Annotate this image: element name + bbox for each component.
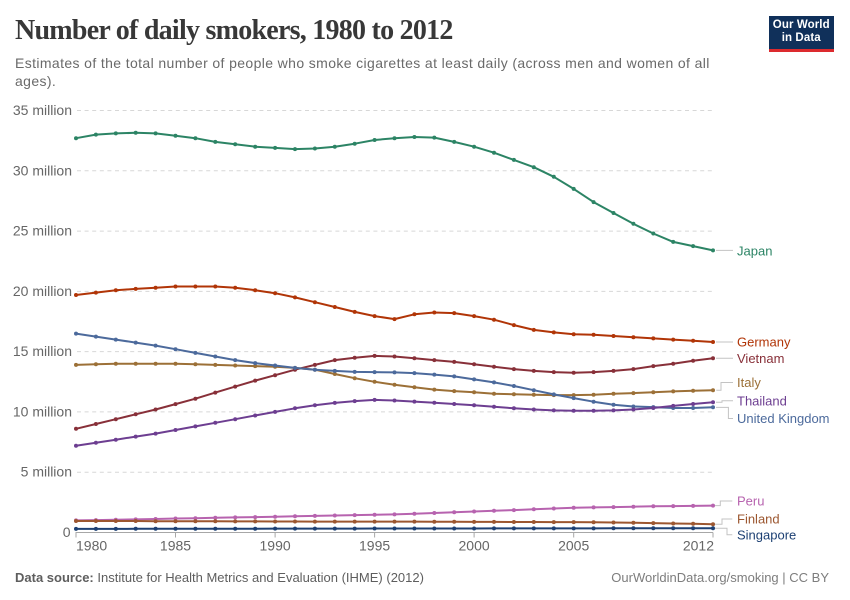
svg-text:1995: 1995 <box>359 538 390 554</box>
svg-text:Germany: Germany <box>737 335 791 350</box>
svg-text:2005: 2005 <box>558 538 589 554</box>
svg-text:0: 0 <box>63 524 71 540</box>
svg-text:20 million: 20 million <box>13 283 72 299</box>
svg-text:1990: 1990 <box>260 538 291 554</box>
svg-text:Thailand: Thailand <box>737 393 787 408</box>
svg-text:1985: 1985 <box>160 538 191 554</box>
svg-text:Peru: Peru <box>737 494 764 509</box>
svg-text:2000: 2000 <box>459 538 490 554</box>
svg-text:15 million: 15 million <box>13 343 72 359</box>
svg-text:United Kingdom: United Kingdom <box>737 411 830 426</box>
svg-text:Finland: Finland <box>737 512 780 527</box>
svg-text:30 million: 30 million <box>13 162 72 178</box>
svg-text:Japan: Japan <box>737 244 772 259</box>
svg-text:Singapore: Singapore <box>737 527 796 542</box>
svg-text:25 million: 25 million <box>13 223 72 239</box>
svg-text:Vietnam: Vietnam <box>737 351 784 366</box>
svg-text:35 million: 35 million <box>13 102 72 118</box>
svg-text:5 million: 5 million <box>21 464 72 480</box>
svg-text:10 million: 10 million <box>13 403 72 419</box>
svg-text:1980: 1980 <box>76 538 107 554</box>
svg-text:Italy: Italy <box>737 375 761 390</box>
svg-text:2012: 2012 <box>683 538 714 554</box>
